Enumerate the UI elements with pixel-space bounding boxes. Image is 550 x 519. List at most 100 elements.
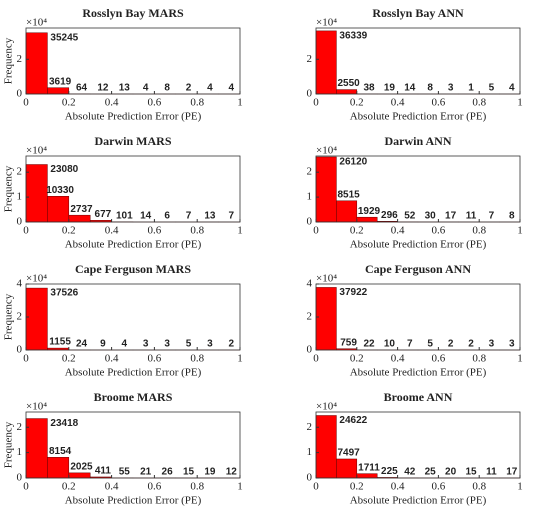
y-tick-label: 4	[17, 278, 23, 290]
panel: Rosslyn Bay MARS 35245 3619 64 12 13 4 8 2 4 4 0 2 0 0…	[3, 6, 243, 123]
y-tick-label: 4	[307, 278, 313, 290]
x-tick-label: 0.2	[62, 481, 76, 493]
bar	[68, 472, 91, 479]
x-tick-label: 0.6	[148, 225, 162, 237]
x-tick-label: 0	[23, 97, 29, 109]
data-label: 8	[509, 211, 515, 222]
data-label: 4	[122, 339, 128, 350]
data-label: 12	[97, 83, 109, 94]
bar	[315, 287, 337, 351]
x-tick-label: 1	[237, 97, 243, 109]
x-tick-label: 0	[313, 97, 319, 109]
data-label: 677	[95, 209, 112, 220]
data-label: 8515	[337, 189, 360, 200]
y-tick-label: 2	[17, 53, 23, 65]
y-multiplier: ×10⁴	[316, 145, 337, 157]
data-label: 20	[445, 467, 457, 478]
y-multiplier: ×10⁴	[316, 273, 337, 285]
x-tick-label: 0.4	[105, 481, 119, 493]
y-multiplier: ×10⁴	[26, 145, 47, 157]
x-tick-label: 1	[237, 481, 243, 493]
bar	[336, 89, 358, 95]
x-tick-label: 0.2	[62, 353, 76, 365]
data-label: 35245	[50, 32, 78, 43]
x-tick-label: 1	[517, 353, 523, 365]
x-tick-label: 0.2	[350, 353, 364, 365]
data-label: 52	[404, 211, 416, 222]
x-axis-label: Absolute Prediction Error (PE)	[65, 111, 202, 123]
x-tick-label: 0.8	[190, 97, 204, 109]
data-label: 42	[404, 467, 416, 478]
chart-title: Broome MARS	[94, 390, 173, 404]
data-label: 225	[381, 466, 398, 477]
data-label: 1	[468, 83, 474, 94]
y-multiplier: ×10⁴	[26, 401, 47, 413]
chart-title: Darwin ANN	[384, 134, 451, 148]
x-tick-label: 0	[23, 481, 29, 493]
x-tick-label: 0.8	[472, 97, 486, 109]
bar	[25, 418, 48, 479]
data-label: 3	[509, 339, 515, 350]
bar	[315, 156, 337, 223]
chart-title: Rosslyn Bay ANN	[372, 6, 464, 20]
chart-title: Rosslyn Bay MARS	[82, 6, 184, 20]
y-multiplier: ×10⁴	[26, 17, 47, 29]
data-label: 2	[186, 83, 192, 94]
data-label: 19	[204, 467, 216, 478]
y-multiplier: ×10⁴	[316, 17, 337, 29]
data-label: 10330	[46, 185, 74, 196]
data-label: 7	[229, 211, 235, 222]
x-axis-label: Absolute Prediction Error (PE)	[65, 367, 202, 379]
x-tick-label: 0.2	[350, 481, 364, 493]
x-tick-label: 1	[237, 225, 243, 237]
y-tick-label: 1	[17, 191, 23, 203]
axes-box	[315, 27, 521, 95]
y-tick-label: 0	[307, 88, 313, 100]
x-tick-label: 0.6	[432, 225, 446, 237]
panel: Darwin ANN 26120 8515 1929 296 52 30 17 11 7 8 0 1 2 0…	[307, 134, 523, 251]
data-label: 7497	[337, 448, 360, 459]
data-label: 15	[183, 467, 195, 478]
x-tick-label: 0	[313, 353, 319, 365]
x-tick-label: 0.4	[105, 225, 119, 237]
data-label: 38	[363, 83, 375, 94]
bar	[336, 200, 358, 223]
y-axis-label: Frequency	[3, 421, 15, 468]
axes-box	[25, 155, 241, 223]
x-tick-label: 0.6	[148, 353, 162, 365]
x-tick-label: 0.6	[148, 97, 162, 109]
data-label: 8	[164, 83, 170, 94]
data-label: 1711	[358, 462, 380, 473]
data-label: 2	[468, 339, 474, 350]
data-label: 2	[448, 339, 454, 350]
bar	[356, 216, 378, 223]
data-label: 13	[119, 83, 131, 94]
data-label: 36339	[339, 31, 367, 42]
x-tick-label: 0.6	[432, 97, 446, 109]
x-tick-label: 0.4	[391, 353, 405, 365]
bar	[356, 473, 378, 479]
data-label: 101	[116, 210, 133, 221]
x-tick-label: 0.2	[62, 97, 76, 109]
y-tick-label: 0	[307, 472, 313, 484]
y-tick-label: 2	[307, 166, 313, 178]
data-label: 17	[445, 211, 457, 222]
data-label: 5	[186, 339, 192, 350]
data-label: 2550	[337, 78, 360, 89]
x-axis-label: Absolute Prediction Error (PE)	[65, 239, 202, 251]
x-tick-label: 0	[313, 481, 319, 493]
data-label: 3619	[49, 76, 72, 87]
data-label: 411	[95, 466, 112, 477]
data-label: 6	[164, 211, 170, 222]
x-tick-label: 0.8	[190, 225, 204, 237]
x-axis-label: Absolute Prediction Error (PE)	[350, 239, 487, 251]
data-label: 10	[384, 339, 396, 350]
x-axis-label: Absolute Prediction Error (PE)	[65, 495, 202, 507]
x-tick-label: 0.4	[391, 225, 405, 237]
data-label: 8	[427, 83, 433, 94]
bar	[25, 287, 48, 351]
x-tick-label: 1	[517, 225, 523, 237]
